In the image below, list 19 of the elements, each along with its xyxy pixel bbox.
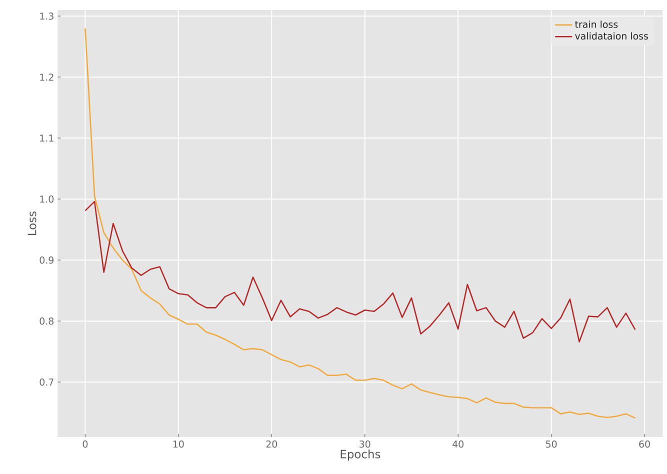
y-tick-label: 1.3 xyxy=(40,12,54,20)
x-tick-label: 10 xyxy=(173,440,184,448)
x-tick-label: 60 xyxy=(639,440,650,448)
y-tick-label: 1.1 xyxy=(40,134,54,142)
x-tick-label: 30 xyxy=(360,440,370,448)
x-tick-label: 0 xyxy=(82,440,88,448)
legend-label: train loss xyxy=(575,20,618,28)
y-tick-label: 1.2 xyxy=(40,74,54,81)
y-axis-title: Loss xyxy=(28,211,36,235)
legend-label: validataion loss xyxy=(575,32,648,40)
y-tick-label: 0.7 xyxy=(40,378,54,386)
line-series xyxy=(84,200,636,342)
x-axis-title: Epochs xyxy=(340,450,380,461)
x-tick-label: 50 xyxy=(546,440,557,448)
x-tick-label: 20 xyxy=(266,440,278,448)
y-tick-label: 0.9 xyxy=(40,256,54,264)
y-tick-label: 1.0 xyxy=(40,196,54,203)
y-tick-label: 0.8 xyxy=(40,318,54,325)
x-tick-label: 40 xyxy=(452,440,464,448)
